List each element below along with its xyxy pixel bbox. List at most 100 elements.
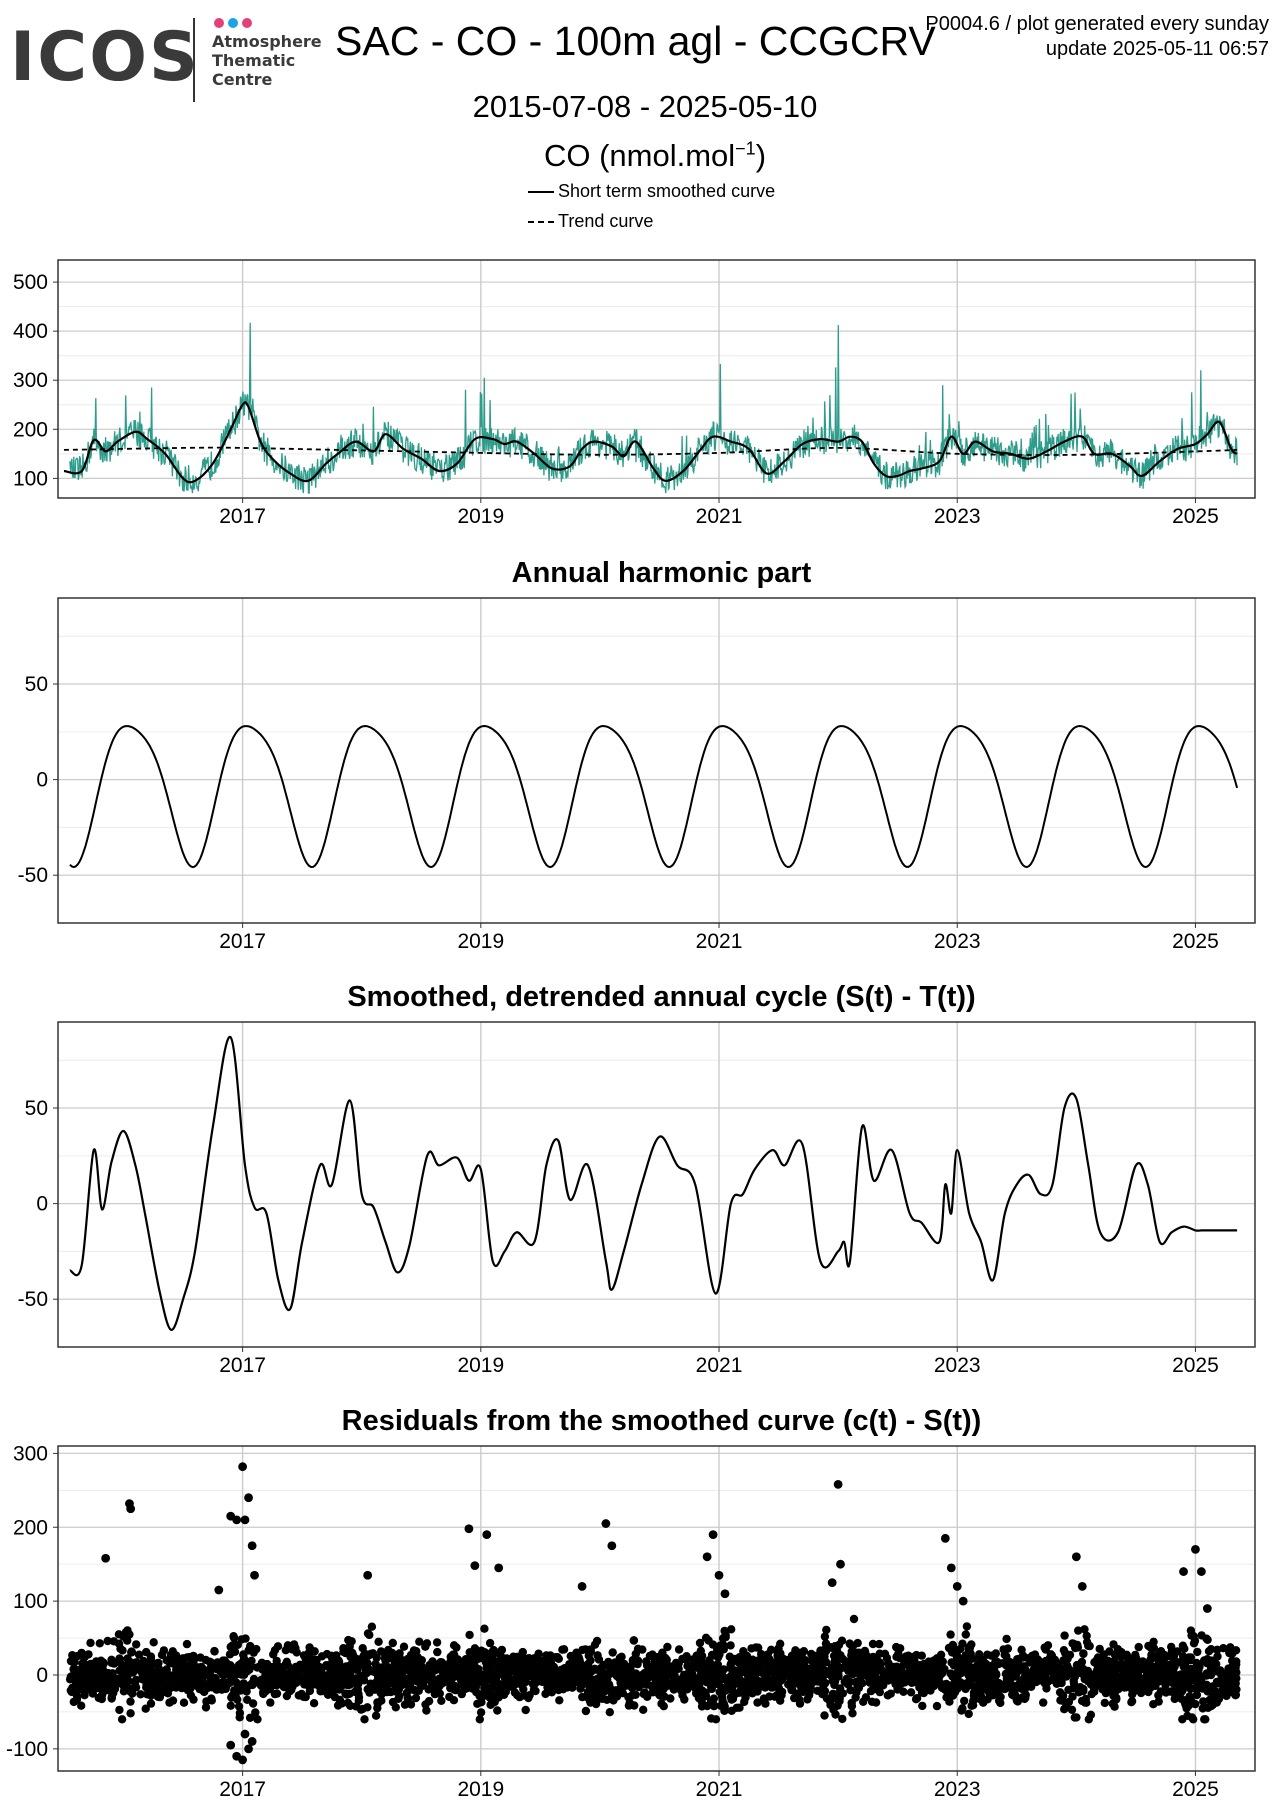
residual-outlier-point bbox=[101, 1553, 111, 1563]
y-tick-label: -50 bbox=[18, 1288, 48, 1311]
residual-point bbox=[231, 1692, 240, 1701]
residual-point bbox=[1232, 1685, 1241, 1694]
residual-point bbox=[477, 1698, 486, 1707]
residual-point bbox=[1002, 1675, 1012, 1684]
residual-point bbox=[868, 1652, 878, 1662]
residual-point bbox=[127, 1647, 136, 1656]
residual-outlier-point bbox=[601, 1519, 611, 1528]
residual-point bbox=[847, 1698, 856, 1708]
residual-point bbox=[676, 1677, 686, 1687]
residual-point bbox=[289, 1640, 299, 1649]
residual-point bbox=[416, 1677, 425, 1686]
residual-point bbox=[964, 1709, 973, 1719]
residual-point bbox=[1202, 1669, 1212, 1678]
residual-point bbox=[205, 1666, 214, 1675]
residual-point bbox=[295, 1662, 304, 1672]
residual-point bbox=[1125, 1665, 1134, 1674]
residual-point bbox=[80, 1691, 89, 1700]
residual-point bbox=[546, 1659, 555, 1669]
residual-point bbox=[230, 1647, 239, 1656]
residual-point bbox=[661, 1653, 670, 1663]
residual-point bbox=[1013, 1660, 1022, 1670]
legend-solid-swatch bbox=[528, 191, 554, 194]
residual-outlier-point bbox=[714, 1570, 724, 1580]
residual-point bbox=[162, 1666, 171, 1675]
residual-point bbox=[348, 1648, 357, 1658]
residual-point bbox=[912, 1650, 921, 1660]
residual-outlier-point bbox=[952, 1581, 962, 1591]
residual-point bbox=[602, 1695, 612, 1705]
residual-point bbox=[911, 1695, 921, 1704]
residual-point bbox=[1208, 1665, 1218, 1674]
residual-point bbox=[600, 1669, 610, 1678]
residual-point bbox=[1191, 1699, 1200, 1709]
residual-point bbox=[319, 1672, 329, 1681]
residual-outlier-point bbox=[1191, 1545, 1200, 1554]
residual-point bbox=[820, 1711, 829, 1720]
residual-point bbox=[374, 1637, 383, 1647]
residual-point bbox=[1017, 1645, 1026, 1655]
residual-point bbox=[88, 1673, 98, 1682]
residual-point bbox=[1041, 1645, 1050, 1654]
residual-point bbox=[957, 1660, 966, 1669]
residual-point bbox=[607, 1690, 617, 1699]
residual-point bbox=[756, 1662, 765, 1672]
residual-point bbox=[853, 1638, 862, 1648]
residual-point bbox=[977, 1685, 986, 1695]
residual-point bbox=[698, 1688, 707, 1698]
residual-point bbox=[923, 1659, 932, 1668]
residual-point bbox=[87, 1661, 97, 1671]
residual-point bbox=[962, 1622, 972, 1631]
residual-point bbox=[578, 1692, 587, 1702]
legend-solid-label: Short term smoothed curve bbox=[558, 181, 776, 201]
residual-point bbox=[761, 1699, 770, 1708]
residual-point bbox=[405, 1684, 414, 1693]
residual-point bbox=[1154, 1655, 1163, 1664]
y-tick-label: 200 bbox=[13, 1516, 48, 1539]
residual-point bbox=[358, 1644, 367, 1653]
residual-point bbox=[371, 1711, 381, 1720]
residual-point bbox=[1081, 1669, 1090, 1678]
residual-point bbox=[596, 1675, 605, 1685]
residual-point bbox=[373, 1685, 382, 1694]
residual-point bbox=[726, 1660, 735, 1670]
residual-point bbox=[835, 1697, 844, 1706]
x-tick-label: 2021 bbox=[696, 1778, 743, 1800]
residual-point bbox=[637, 1680, 647, 1689]
residual-point bbox=[115, 1705, 124, 1715]
residual-point bbox=[828, 1689, 838, 1699]
residual-outlier-point bbox=[247, 1541, 257, 1551]
residual-point bbox=[497, 1645, 507, 1655]
residual-point bbox=[475, 1715, 484, 1724]
residual-outlier-point bbox=[494, 1563, 504, 1573]
residual-point bbox=[1005, 1657, 1014, 1667]
residual-point bbox=[953, 1667, 963, 1676]
residual-point bbox=[795, 1699, 805, 1708]
residual-point bbox=[339, 1644, 348, 1653]
residual-point bbox=[198, 1664, 207, 1673]
residual-point bbox=[978, 1655, 988, 1665]
residual-point bbox=[211, 1677, 221, 1687]
residual-point bbox=[866, 1678, 875, 1687]
residual-point bbox=[769, 1681, 778, 1690]
residual-point bbox=[1006, 1667, 1015, 1676]
residual-point bbox=[1073, 1643, 1083, 1652]
residual-point bbox=[142, 1647, 151, 1657]
residual-point bbox=[946, 1630, 955, 1639]
residual-point bbox=[969, 1674, 978, 1683]
residual-point bbox=[86, 1638, 95, 1648]
x-tick-label: 2025 bbox=[1172, 1354, 1219, 1377]
residual-point bbox=[363, 1659, 372, 1668]
residual-point bbox=[1027, 1652, 1037, 1661]
residual-point bbox=[689, 1655, 698, 1664]
residual-point bbox=[439, 1660, 448, 1669]
residual-point bbox=[1167, 1652, 1176, 1661]
residual-point bbox=[260, 1661, 269, 1670]
residual-point bbox=[150, 1676, 159, 1685]
y-tick-label: 200 bbox=[13, 418, 48, 441]
residual-point bbox=[485, 1688, 494, 1698]
residual-point bbox=[683, 1685, 692, 1694]
residual-point bbox=[136, 1690, 145, 1699]
residual-point bbox=[830, 1642, 840, 1651]
residual-point bbox=[159, 1646, 169, 1655]
